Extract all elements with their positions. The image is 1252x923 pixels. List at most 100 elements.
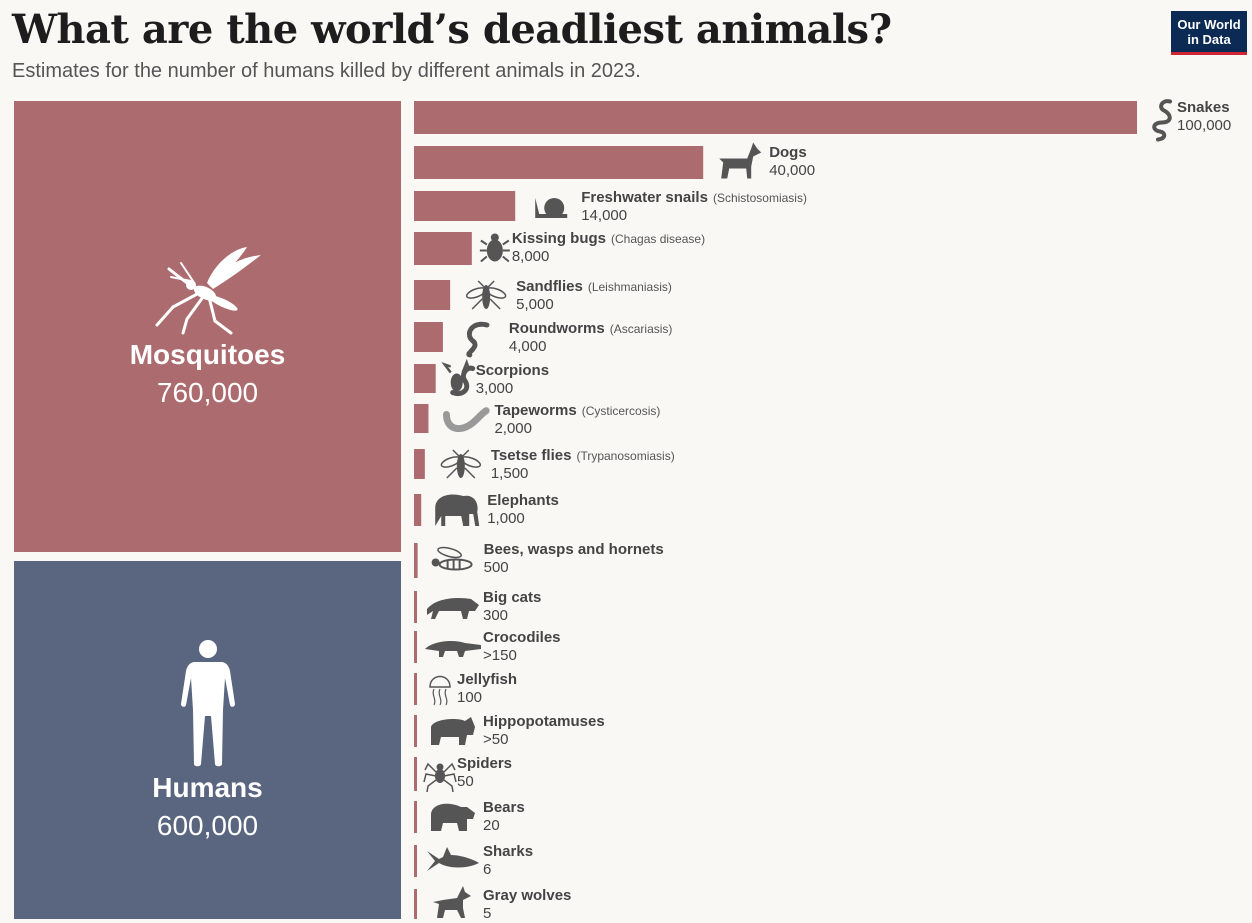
mosquitoes-value: 760,000: [156, 376, 259, 408]
bar-label-kissing-bugs: Kissing bugs (Chagas disease): [512, 230, 705, 247]
bar-name-bees-wasps-and-hornets: Bees, wasps and hornets: [484, 541, 664, 558]
roundworm-icon: [466, 321, 490, 358]
bar-name-sharks: Sharks: [483, 843, 533, 860]
bar-value-tapeworms: 2,000: [494, 420, 532, 437]
bear-icon: [431, 803, 475, 831]
sandfly-icon: [465, 280, 507, 310]
humans-label: Humans: [152, 772, 263, 803]
bar-name-hippopotamuses: Hippopotamuses: [483, 713, 605, 730]
bar-note-sandflies: (Leishmaniasis): [588, 280, 672, 294]
owid-logo[interactable]: Our World in Data: [1171, 11, 1247, 55]
mosquito-icon: [155, 246, 261, 334]
tapeworm-icon: [442, 407, 490, 433]
bar-tapeworms[interactable]: [414, 404, 429, 433]
bar-elephants[interactable]: [414, 494, 422, 526]
bar-label-big-cats: Big cats: [483, 589, 541, 606]
bar-big-cats[interactable]: [414, 591, 417, 623]
wasp-icon: [431, 546, 473, 571]
bar-roundworms[interactable]: [414, 322, 443, 352]
bar-freshwater-snails[interactable]: [414, 191, 516, 221]
bar-dogs[interactable]: [414, 146, 704, 179]
bar-name-tapeworms: Tapeworms: [494, 402, 576, 419]
bar-label-roundworms: Roundworms (Ascariasis): [509, 320, 673, 337]
crocodile-icon: [425, 641, 481, 657]
bar-value-snakes: 100,000: [1177, 117, 1231, 134]
bar-value-crocodiles: >150: [483, 647, 517, 664]
bar-group-tsetse-flies: Tsetse flies (Trypanosomiasis) 1,500: [414, 447, 675, 482]
bar-value-elephants: 1,000: [487, 510, 525, 527]
humans-value: 600,000: [156, 810, 259, 841]
bar-name-crocodiles: Crocodiles: [483, 629, 561, 646]
bar-spiders[interactable]: [414, 757, 417, 791]
humans-box: Humans 600,000: [14, 561, 401, 919]
bar-label-tsetse-flies: Tsetse flies (Trypanosomiasis): [491, 447, 675, 464]
bar-sandflies[interactable]: [414, 280, 451, 310]
logo-line-1: Our World: [1177, 17, 1241, 32]
dog-icon: [719, 142, 762, 179]
bar-value-bears: 20: [483, 817, 500, 834]
hippo-icon: [431, 717, 475, 745]
bar-name-sandflies: Sandflies: [516, 278, 583, 295]
bar-jellyfish[interactable]: [414, 673, 417, 705]
bar-name-scorpions: Scorpions: [476, 362, 549, 379]
wolf-icon: [433, 886, 471, 918]
logo-line-2: in Data: [1187, 32, 1231, 47]
bar-group-tapeworms: Tapeworms (Cysticercosis) 2,000: [414, 402, 660, 437]
bar-name-dogs: Dogs: [769, 144, 807, 161]
shark-icon: [427, 847, 479, 871]
bar-label-dogs: Dogs: [769, 144, 807, 161]
spider-icon: [423, 762, 457, 793]
human-icon: [180, 640, 235, 767]
bar-note-tsetse-flies: (Trypanosomiasis): [576, 449, 674, 463]
bar-name-freshwater-snails: Freshwater snails: [581, 189, 708, 206]
bar-group-freshwater-snails: Freshwater snails (Schistosomiasis) 14,000: [414, 189, 807, 224]
elephant-icon: [435, 494, 480, 526]
bar-value-tsetse-flies: 1,500: [491, 465, 529, 482]
bar-value-dogs: 40,000: [769, 162, 815, 179]
bar-label-sandflies: Sandflies (Leishmaniasis): [516, 278, 672, 295]
bar-kissing-bugs[interactable]: [414, 232, 472, 265]
bar-name-snakes: Snakes: [1177, 99, 1230, 116]
bar-group-kissing-bugs: Kissing bugs (Chagas disease) 8,000: [414, 230, 705, 265]
scorpion-icon: [441, 358, 476, 396]
bar-hippopotamuses[interactable]: [414, 715, 417, 747]
bar-snakes[interactable]: [414, 101, 1137, 134]
bar-group-sandflies: Sandflies (Leishmaniasis) 5,000: [414, 278, 672, 313]
bar-name-gray-wolves: Gray wolves: [483, 887, 571, 904]
bar-label-freshwater-snails: Freshwater snails (Schistosomiasis): [581, 189, 807, 206]
bar-sharks[interactable]: [414, 845, 417, 877]
bar-crocodiles[interactable]: [414, 631, 417, 663]
bar-name-jellyfish: Jellyfish: [457, 671, 517, 688]
bar-value-jellyfish: 100: [457, 689, 482, 706]
bar-scorpions[interactable]: [414, 364, 436, 393]
bar-value-gray-wolves: 5: [483, 905, 491, 922]
bar-tsetse-flies[interactable]: [414, 449, 425, 479]
bar-gray-wolves[interactable]: [414, 889, 417, 919]
bar-label-hippopotamuses: Hippopotamuses: [483, 713, 605, 730]
bar-bears[interactable]: [414, 801, 417, 833]
bar-label-scorpions: Scorpions: [476, 362, 549, 379]
bar-group-hippopotamuses: Hippopotamuses>50: [414, 713, 605, 748]
bar-value-sharks: 6: [483, 861, 491, 878]
bar-label-gray-wolves: Gray wolves: [483, 887, 571, 904]
mosquitoes-label: Mosquitoes: [129, 338, 286, 370]
bar-name-kissing-bugs: Kissing bugs: [512, 230, 606, 247]
bar-label-crocodiles: Crocodiles: [483, 629, 561, 646]
bar-note-tapeworms: (Cysticercosis): [582, 404, 661, 418]
bar-label-tapeworms: Tapeworms (Cysticercosis): [494, 402, 660, 419]
bar-bees-wasps-and-hornets[interactable]: [414, 543, 418, 578]
bar-label-spiders: Spiders: [457, 755, 512, 772]
page-subtitle: Estimates for the number of humans kille…: [12, 60, 641, 82]
bar-name-spiders: Spiders: [457, 755, 512, 772]
bar-label-bears: Bears: [483, 799, 525, 816]
bar-note-roundworms: (Ascariasis): [610, 322, 673, 336]
page-title: What are the world’s deadliest animals?: [12, 6, 892, 53]
bar-note-freshwater-snails: (Schistosomiasis): [713, 191, 807, 205]
